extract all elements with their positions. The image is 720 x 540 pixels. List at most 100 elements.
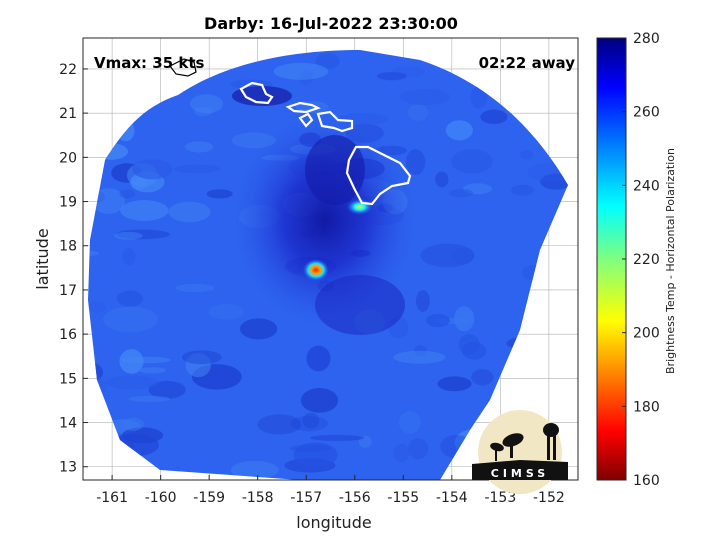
swath-texture-blob — [181, 350, 222, 365]
colorbar-tick-label: 240 — [633, 178, 660, 194]
swath-texture-blob — [122, 248, 136, 266]
x-axis-label: longitude — [296, 513, 371, 532]
swath-texture-blob — [405, 149, 426, 175]
swath-texture-blob — [407, 438, 429, 460]
swath-texture-blob — [393, 350, 446, 364]
swath-texture-blob — [148, 380, 186, 399]
swath-texture-blob — [511, 184, 535, 196]
x-tick-label: -154 — [436, 490, 468, 506]
chart-title: Darby: 16-Jul-2022 23:30:00 — [204, 14, 458, 33]
colorbar-label: Brightness Temp - Horizontal Polarizatio… — [664, 148, 677, 374]
colorbar-tick-label: 220 — [633, 252, 660, 268]
storm-center-mark — [302, 259, 329, 282]
swath-texture-blob — [306, 345, 331, 372]
swath-texture-blob — [420, 243, 475, 268]
x-tick-label: -159 — [193, 490, 225, 506]
colorbar-tick-label: 200 — [633, 326, 660, 342]
axes-frame — [82, 37, 579, 481]
swath-texture-blob — [119, 189, 136, 199]
swath-texture-blob — [315, 53, 340, 69]
y-axis: 13 14 15 16 17 18 19 20 21 22 — [59, 62, 88, 476]
swath-texture-blob — [435, 171, 449, 188]
colorbar-tick-label: 160 — [633, 473, 660, 489]
swath-texture-blob — [115, 229, 170, 240]
swath-texture-blob — [88, 250, 100, 257]
logo-text: CIMSS — [491, 467, 549, 480]
swath-texture-blob — [273, 62, 329, 80]
colorbar-tick-label: 280 — [633, 31, 660, 47]
swath-texture-blob — [309, 434, 365, 442]
swath-texture-blob — [414, 345, 427, 357]
y-tick-label: 20 — [59, 150, 77, 166]
y-tick-label: 21 — [59, 106, 77, 122]
coastlines — [169, 58, 412, 206]
swath-texture-blob — [302, 412, 320, 429]
y-tick-label: 15 — [59, 371, 77, 387]
y-axis-label: latitude — [33, 228, 52, 289]
swath-texture-blob — [113, 231, 143, 240]
swath-texture-blob — [138, 367, 166, 374]
y-tick-label: 14 — [59, 416, 77, 432]
swath-texture-blob — [132, 159, 173, 180]
swath-texture-blob — [393, 443, 410, 463]
x-tick-label: -156 — [339, 490, 371, 506]
swath-texture-blob — [88, 301, 106, 313]
swath-texture-blob — [257, 414, 302, 435]
swath-texture-blob — [190, 94, 224, 114]
swath-texture-blob — [425, 313, 450, 328]
swath-texture-blob — [116, 290, 144, 307]
swath-texture-blob — [415, 290, 430, 312]
swath-texture-blob — [122, 417, 145, 431]
swath-texture-blob — [102, 306, 158, 333]
y-tick-label: 13 — [59, 460, 77, 476]
swath-texture-blob — [168, 201, 211, 223]
swath-texture-blob — [185, 352, 211, 378]
swath-texture-blob — [290, 444, 332, 453]
swath-texture-blob — [120, 200, 169, 221]
swath-texture-blob — [239, 318, 278, 340]
x-tick-label: -161 — [96, 490, 128, 506]
swath-texture-blob — [230, 460, 279, 480]
swath-texture-blob — [184, 141, 214, 153]
x-tick-label: -157 — [290, 490, 322, 506]
swath-texture-blob — [437, 376, 472, 392]
swath-texture-blob — [206, 189, 233, 199]
swath-texture-blob — [300, 388, 339, 413]
swath-texture-blob — [471, 369, 494, 386]
swath-texture-blob — [208, 303, 245, 320]
swath-texture-blob — [470, 85, 488, 109]
x-tick-label: -152 — [533, 490, 565, 506]
colorbar — [596, 37, 627, 481]
swath-texture-blob — [480, 109, 508, 125]
swath-texture-blob — [445, 120, 473, 141]
swath-texture-blob — [175, 283, 215, 293]
x-tick-label: -155 — [387, 490, 419, 506]
y-tick-label: 18 — [59, 239, 77, 255]
swath-texture-blob — [520, 150, 534, 160]
swath-texture-blob — [377, 72, 407, 81]
time-away-annotation: 02:22 away — [479, 54, 576, 72]
swath-texture-blob — [454, 306, 475, 332]
y-tick-label: 17 — [59, 283, 77, 299]
swath-texture-blob — [400, 89, 451, 106]
swath-texture-blob — [92, 188, 125, 215]
colorbar-tick-label: 180 — [633, 399, 660, 415]
y-tick-label: 16 — [59, 327, 77, 343]
y-tick-label: 19 — [59, 195, 77, 211]
swath-texture-blob — [119, 349, 144, 374]
swath-texture-blob — [458, 334, 480, 355]
colorbar-ticks: 160 180 200 220 240 260 280 — [622, 31, 660, 489]
swath-texture-blob — [451, 247, 474, 265]
x-tick-label: -153 — [484, 490, 516, 506]
swath-texture-blob — [398, 411, 421, 434]
secondary-cold-spot-mark — [346, 198, 373, 215]
swath-texture-blob — [289, 415, 328, 432]
colorbar-tick-label: 260 — [633, 105, 660, 121]
swath-texture-blob — [128, 395, 170, 402]
x-axis: -161 -160 -159 -158 -157 -156 -155 -154 -153 -152 — [96, 475, 565, 506]
cimss-logo: CIMSS — [472, 410, 568, 494]
swath-texture-blob — [173, 164, 221, 174]
swath-texture-blob — [448, 188, 474, 198]
swath-texture-blob — [451, 149, 493, 174]
